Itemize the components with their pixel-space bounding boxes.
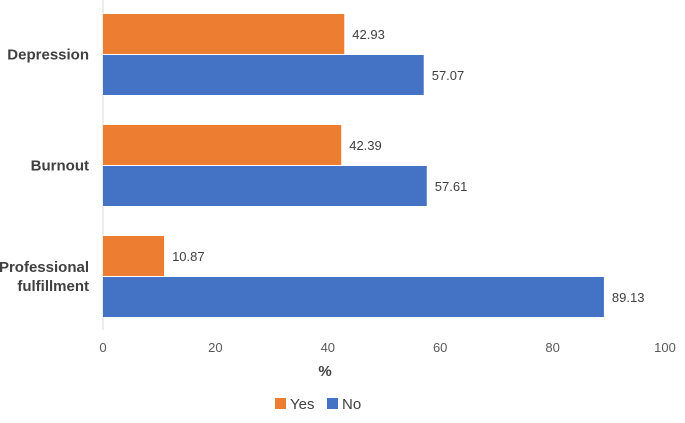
bar-yes-1 <box>103 125 342 165</box>
category-label: Depression <box>7 47 89 64</box>
bar-no-0 <box>103 55 424 95</box>
category-label: Burnout <box>31 158 89 175</box>
category-label: fulfillment <box>17 278 89 295</box>
legend: Yes No <box>275 396 361 413</box>
legend-label-no: No <box>342 396 361 413</box>
category-label: Professional <box>0 259 89 276</box>
category-labels: Depression Burnout Professional fulfillment <box>0 47 89 296</box>
x-tick-labels: 0 20 40 60 80 100 <box>99 340 675 355</box>
x-tick-label: 60 <box>433 340 447 355</box>
bar-yes-0 <box>103 14 345 54</box>
value-label: 57.61 <box>435 179 468 194</box>
x-tick-label: 40 <box>321 340 335 355</box>
x-tick-label: 80 <box>545 340 559 355</box>
x-tick-label: 100 <box>654 340 676 355</box>
value-label: 10.87 <box>172 249 205 264</box>
value-label: 89.13 <box>612 290 645 305</box>
value-label: 42.93 <box>352 27 385 42</box>
bar-yes-2 <box>103 236 165 276</box>
bars-group: 42.93 57.07 42.39 57.61 10.87 89.13 <box>103 14 644 317</box>
legend-swatch-yes <box>275 398 286 409</box>
x-axis-title: % <box>318 363 331 380</box>
bar-no-1 <box>103 166 427 206</box>
value-label: 42.39 <box>349 138 382 153</box>
x-tick-label: 0 <box>99 340 106 355</box>
x-tick-label: 20 <box>208 340 222 355</box>
legend-swatch-no <box>327 398 338 409</box>
legend-label-yes: Yes <box>290 396 314 413</box>
bar-no-2 <box>103 277 604 317</box>
value-label: 57.07 <box>432 68 465 83</box>
